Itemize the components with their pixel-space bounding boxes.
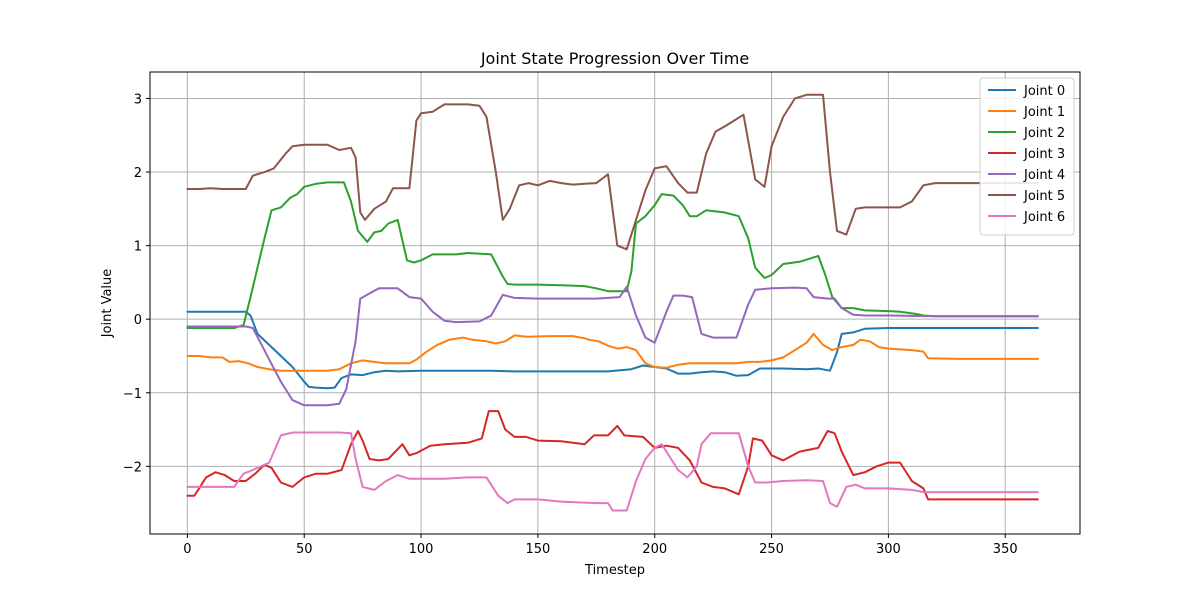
legend-label-joint-2: Joint 2: [1023, 126, 1065, 141]
grid-lines: [150, 72, 1080, 534]
series-line-joint-5: [186, 93, 1039, 251]
series-line-joint-4: [186, 285, 1039, 407]
y-tick-label: 1: [134, 240, 142, 255]
series-line-joint-6: [186, 431, 1039, 512]
legend: Joint 0 Joint 1 Joint 2 Joint 3 Joint 4 Joint…: [979, 77, 1075, 236]
legend-label-joint-5: Joint 5: [1023, 189, 1065, 204]
x-tick-label: 150: [525, 542, 550, 557]
series-line-joint-3: [186, 410, 1039, 501]
x-tick-label: 50: [296, 542, 313, 557]
series-line-joint-0: [186, 310, 1039, 390]
y-tick-label: −1: [123, 387, 142, 402]
y-tick-label: 3: [134, 92, 142, 107]
x-tick-label: 0: [183, 542, 191, 557]
x-tick-label: 250: [759, 542, 784, 557]
x-tick-label: 300: [876, 542, 901, 557]
y-tick-label: 0: [134, 313, 142, 328]
legend-label-joint-3: Joint 3: [1023, 147, 1065, 162]
x-tick-label: 100: [409, 542, 434, 557]
legend-label-joint-1: Joint 1: [1023, 105, 1065, 120]
x-tick-label: 350: [993, 542, 1018, 557]
x-tick-label: 200: [642, 542, 667, 557]
y-tick-label: −2: [123, 460, 142, 475]
plot-frame: [149, 71, 1081, 535]
chart-title: Joint State Progression Over Time: [480, 49, 749, 68]
legend-label-joint-4: Joint 4: [1023, 168, 1065, 183]
legend-label-joint-6: Joint 6: [1023, 210, 1065, 225]
y-tick-label: 2: [134, 166, 142, 181]
series-lines: [186, 93, 1039, 512]
series-line-joint-1: [186, 332, 1039, 372]
axis-ticks: 0 50 100 150 200 250 300 350 −2 −1 0 1 2 3: [123, 92, 1018, 557]
y-axis-label: Joint Value: [100, 269, 115, 339]
x-axis-label: Timestep: [584, 563, 645, 578]
legend-label-joint-0: Joint 0: [1023, 84, 1065, 99]
series-line-joint-2: [186, 181, 1039, 329]
